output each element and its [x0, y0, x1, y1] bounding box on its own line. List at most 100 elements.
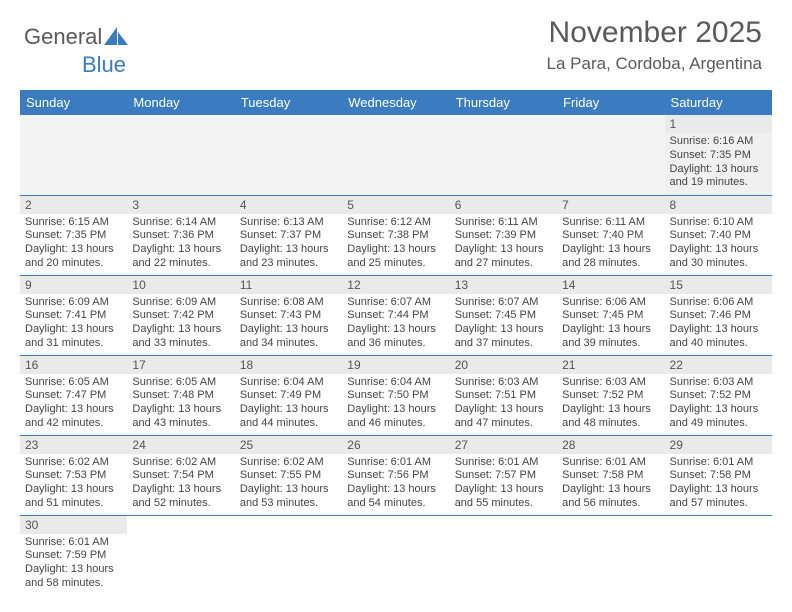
cell-line: Daylight: 13 hours and 42 minutes. — [25, 403, 122, 431]
calendar-cell — [127, 115, 234, 195]
calendar-cell: 22Sunrise: 6:03 AMSunset: 7:52 PMDayligh… — [665, 355, 772, 435]
cell-line: Daylight: 13 hours and 22 minutes. — [132, 243, 229, 271]
calendar-cell: 15 Sunrise: 6:06 AMSunset: 7:46 PMDayligh… — [665, 275, 772, 355]
day-number: 26 — [342, 436, 449, 454]
cell-line: Sunset: 7:49 PM — [240, 389, 337, 403]
cell-line: Sunrise: 6:02 AM — [25, 456, 122, 470]
month-title: November 2025 — [547, 16, 762, 50]
cell-line: Sunrise: 6:11 AM — [455, 216, 552, 230]
calendar-table: SundayMondayTuesdayWednesdayThursdayFrid… — [20, 90, 772, 595]
day-number: 27 — [450, 436, 557, 454]
calendar-cell: 16Sunrise: 6:05 AMSunset: 7:47 PMDayligh… — [20, 355, 127, 435]
cell-line: Daylight: 13 hours and 19 minutes. — [670, 163, 767, 191]
cell-line: Sunset: 7:41 PM — [25, 309, 122, 323]
cell-line: Daylight: 13 hours and 44 minutes. — [240, 403, 337, 431]
day-number: 14 — [557, 276, 664, 294]
cell-line: Sunset: 7:51 PM — [455, 389, 552, 403]
day-number: 15 — [665, 276, 772, 294]
calendar-cell: 3Sunrise: 6:14 AMSunset: 7:36 PMDaylight… — [127, 195, 234, 275]
cell-line: Sunrise: 6:10 AM — [670, 216, 767, 230]
cell-line: Daylight: 13 hours and 40 minutes. — [670, 323, 767, 351]
day-number: 1 — [665, 115, 772, 133]
cell-line: Sunset: 7:37 PM — [240, 229, 337, 243]
calendar-cell: 18 Sunrise: 6:04 AMSunset: 7:49 PMDayligh… — [235, 355, 342, 435]
cell-line: Sunset: 7:42 PM — [132, 309, 229, 323]
cell-line: Sunset: 7:46 PM — [670, 309, 767, 323]
logo: General Blue — [24, 24, 130, 78]
day-number: 3 — [127, 196, 234, 214]
calendar-cell — [557, 115, 664, 195]
cell-line: Sunrise: 6:01 AM — [25, 536, 122, 550]
cell-line: Sunrise: 6:12 AM — [347, 216, 444, 230]
cell-line: Sunset: 7:57 PM — [455, 469, 552, 483]
cell-line: Sunrise: 6:09 AM — [132, 296, 229, 310]
cell-line: Sunset: 7:52 PM — [670, 389, 767, 403]
cell-line: Sunset: 7:35 PM — [25, 229, 122, 243]
calendar-cell: 1Sunrise: 6:16 AMSunset: 7:35 PMDaylight… — [665, 115, 772, 195]
cell-line: Sunrise: 6:01 AM — [670, 456, 767, 470]
cell-line: Daylight: 13 hours and 47 minutes. — [455, 403, 552, 431]
day-number: 19 — [342, 356, 449, 374]
day-number: 4 — [235, 196, 342, 214]
calendar-cell: 25Sunrise: 6:02 AMSunset: 7:55 PMDayligh… — [235, 435, 342, 515]
cell-line: Sunset: 7:56 PM — [347, 469, 444, 483]
cell-line: Sunset: 7:39 PM — [455, 229, 552, 243]
cell-line: Daylight: 13 hours and 25 minutes. — [347, 243, 444, 271]
calendar-cell — [342, 515, 449, 595]
calendar-cell: 23Sunrise: 6:02 AMSunset: 7:53 PMDayligh… — [20, 435, 127, 515]
calendar-cell: 30Sunrise: 6:01 AMSunset: 7:59 PMDayligh… — [20, 515, 127, 595]
day-number: 25 — [235, 436, 342, 454]
cell-line: Sunset: 7:40 PM — [562, 229, 659, 243]
day-number: 6 — [450, 196, 557, 214]
day-number: 12 — [342, 276, 449, 294]
day-number: 9 — [20, 276, 127, 294]
cell-line: Sunrise: 6:14 AM — [132, 216, 229, 230]
calendar-cell: 5Sunrise: 6:12 AMSunset: 7:38 PMDaylight… — [342, 195, 449, 275]
calendar-cell: 19Sunrise: 6:04 AMSunset: 7:50 PMDayligh… — [342, 355, 449, 435]
calendar-cell: 27Sunrise: 6:01 AMSunset: 7:57 PMDayligh… — [450, 435, 557, 515]
cell-line: Sunrise: 6:13 AM — [240, 216, 337, 230]
cell-line: Sunset: 7:54 PM — [132, 469, 229, 483]
cell-line: Sunset: 7:44 PM — [347, 309, 444, 323]
day-number: 17 — [127, 356, 234, 374]
calendar-cell: 24Sunrise: 6:02 AMSunset: 7:54 PMDayligh… — [127, 435, 234, 515]
header: General Blue November 2025 La Para, Cord… — [0, 0, 792, 90]
day-number: 29 — [665, 436, 772, 454]
cell-line: Sunset: 7:35 PM — [670, 149, 767, 163]
day-number: 24 — [127, 436, 234, 454]
day-number: 28 — [557, 436, 664, 454]
cell-line: Daylight: 13 hours and 46 minutes. — [347, 403, 444, 431]
day-number: 8 — [665, 196, 772, 214]
cell-line: Sunrise: 6:07 AM — [347, 296, 444, 310]
cell-line: Sunrise: 6:01 AM — [455, 456, 552, 470]
cell-line: Sunrise: 6:11 AM — [562, 216, 659, 230]
cell-line: Sunset: 7:59 PM — [25, 549, 122, 563]
calendar-cell — [235, 515, 342, 595]
cell-line: Daylight: 13 hours and 54 minutes. — [347, 483, 444, 511]
weekday-header: Sunday — [20, 90, 127, 115]
calendar-cell: 9Sunrise: 6:09 AMSunset: 7:41 PMDaylight… — [20, 275, 127, 355]
day-number: 2 — [20, 196, 127, 214]
cell-line: Daylight: 13 hours and 39 minutes. — [562, 323, 659, 351]
cell-line: Sunrise: 6:03 AM — [455, 376, 552, 390]
cell-line: Sunset: 7:45 PM — [455, 309, 552, 323]
cell-line: Sunrise: 6:06 AM — [670, 296, 767, 310]
day-number: 11 — [235, 276, 342, 294]
calendar-cell: 11Sunrise: 6:08 AMSunset: 7:43 PMDayligh… — [235, 275, 342, 355]
cell-line: Sunset: 7:58 PM — [670, 469, 767, 483]
cell-line: Sunrise: 6:05 AM — [25, 376, 122, 390]
day-number: 13 — [450, 276, 557, 294]
cell-line: Sunrise: 6:05 AM — [132, 376, 229, 390]
title-block: November 2025 La Para, Cordoba, Argentin… — [547, 16, 762, 74]
cell-line: Sunrise: 6:01 AM — [562, 456, 659, 470]
calendar-cell: 12Sunrise: 6:07 AMSunset: 7:44 PMDayligh… — [342, 275, 449, 355]
day-number: 18 — [235, 356, 342, 374]
weekday-header: Wednesday — [342, 90, 449, 115]
cell-line: Daylight: 13 hours and 52 minutes. — [132, 483, 229, 511]
cell-line: Sunrise: 6:04 AM — [240, 376, 337, 390]
cell-line: Sunrise: 6:02 AM — [240, 456, 337, 470]
calendar-cell: 4Sunrise: 6:13 AMSunset: 7:37 PMDaylight… — [235, 195, 342, 275]
weekday-header: Thursday — [450, 90, 557, 115]
day-number: 7 — [557, 196, 664, 214]
day-number: 16 — [20, 356, 127, 374]
